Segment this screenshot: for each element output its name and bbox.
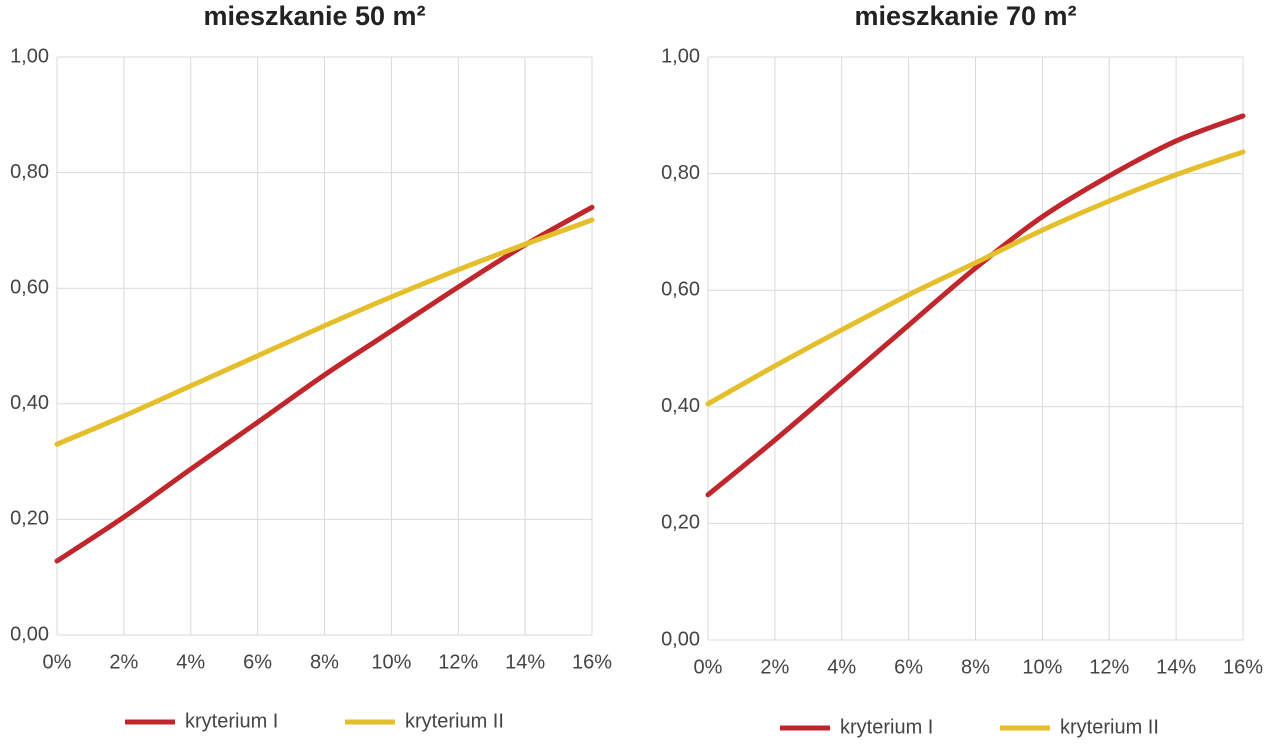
x-tick-label: 2% — [109, 651, 138, 673]
x-tick-label: 6% — [243, 651, 272, 673]
y-tick-label: 0,20 — [10, 508, 49, 530]
x-tick-label: 8% — [310, 651, 339, 673]
data-line — [705, 113, 1246, 498]
y-tick-label: 0,20 — [661, 512, 700, 534]
y-tick-label: 0,60 — [10, 276, 49, 298]
legend-label: kryterium II — [1060, 716, 1159, 738]
x-tick-label: 14% — [1156, 656, 1196, 678]
y-tick-label: 0,60 — [661, 278, 700, 300]
x-tick-label: 6% — [894, 656, 923, 678]
y-tick-label: 0,40 — [10, 392, 49, 414]
x-tick-label: 4% — [827, 656, 856, 678]
data-line — [54, 217, 595, 447]
chart-title: mieszkanie 70 m² — [854, 1, 1076, 31]
y-tick-label: 0,80 — [661, 162, 700, 184]
data-line — [705, 149, 1246, 407]
data-line — [54, 204, 595, 564]
y-tick-label: 0,80 — [10, 161, 49, 183]
legend-label: kryterium I — [840, 716, 933, 738]
y-tick-label: 0,00 — [661, 628, 700, 650]
x-tick-label: 4% — [176, 651, 205, 673]
chart-title: mieszkanie 50 m² — [203, 1, 425, 31]
y-tick-label: 1,00 — [10, 45, 49, 67]
x-tick-label: 12% — [1089, 656, 1129, 678]
x-tick-label: 16% — [1223, 656, 1263, 678]
x-tick-label: 2% — [760, 656, 789, 678]
x-tick-label: 12% — [438, 651, 478, 673]
x-tick-label: 0% — [694, 656, 723, 678]
x-tick-label: 0% — [43, 651, 72, 673]
y-tick-label: 0,00 — [10, 623, 49, 645]
x-tick-label: 10% — [1022, 656, 1062, 678]
x-tick-label: 10% — [371, 651, 411, 673]
y-tick-label: 1,00 — [661, 45, 700, 67]
x-tick-label: 16% — [572, 651, 612, 673]
legend-label: kryterium II — [405, 710, 504, 732]
x-tick-label: 14% — [505, 651, 545, 673]
y-tick-label: 0,40 — [661, 395, 700, 417]
x-tick-label: 8% — [961, 656, 990, 678]
legend-label: kryterium I — [185, 710, 278, 732]
